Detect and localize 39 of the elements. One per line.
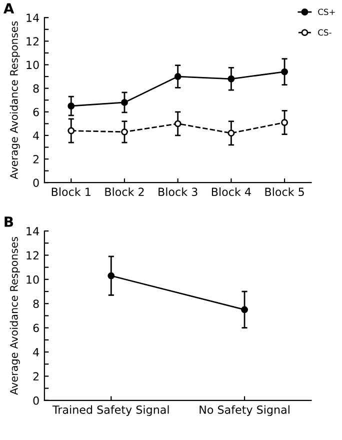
legend-label: CS-	[318, 29, 332, 36]
y-tick-label: 2	[33, 372, 38, 380]
y-tick-label: 10	[26, 275, 39, 284]
point	[281, 119, 288, 126]
y-tick-label: 2	[33, 155, 38, 164]
point	[68, 127, 75, 134]
chart-title: B	[4, 216, 14, 227]
y-axis-title: Average Avoidance Responses	[10, 236, 20, 395]
x-tick-label: Block 3	[158, 187, 198, 196]
y-tick-label: 10	[26, 60, 39, 70]
legend-label: CS+	[318, 8, 335, 16]
y-tick-label: 12	[26, 251, 38, 260]
y-tick-label: 14	[26, 14, 39, 22]
y-tick-label: 8	[33, 84, 39, 93]
y-axis-title: Average Avoidance Responses	[10, 21, 20, 180]
y-tick-label: 12	[26, 37, 38, 46]
y-tick-label: 4	[33, 348, 39, 356]
x-tick-label: Trained Safety Signal	[52, 405, 169, 416]
point	[174, 73, 182, 80]
y-tick-label: 0	[33, 396, 39, 405]
point	[68, 102, 75, 110]
x-tick-label: Block 2	[105, 187, 144, 196]
y-tick-label: 14	[26, 227, 39, 236]
y-tick-label: 6	[33, 108, 39, 116]
point	[121, 98, 128, 106]
x-tick-label: Block 4	[212, 187, 251, 196]
x-tick-label: No Safety Signal	[200, 405, 290, 416]
point	[228, 75, 235, 82]
chart-title: A	[3, 3, 14, 14]
y-tick-label: 6	[33, 324, 39, 332]
x-tick-label: Block 5	[265, 187, 304, 196]
point	[281, 68, 288, 76]
y-tick-label: 8	[33, 300, 39, 308]
point	[228, 130, 235, 137]
point	[174, 120, 182, 128]
y-tick-label: 4	[33, 132, 39, 140]
x-tick-label: Block 1	[52, 187, 90, 196]
point	[121, 128, 128, 136]
y-tick-label: 0	[33, 178, 39, 187]
